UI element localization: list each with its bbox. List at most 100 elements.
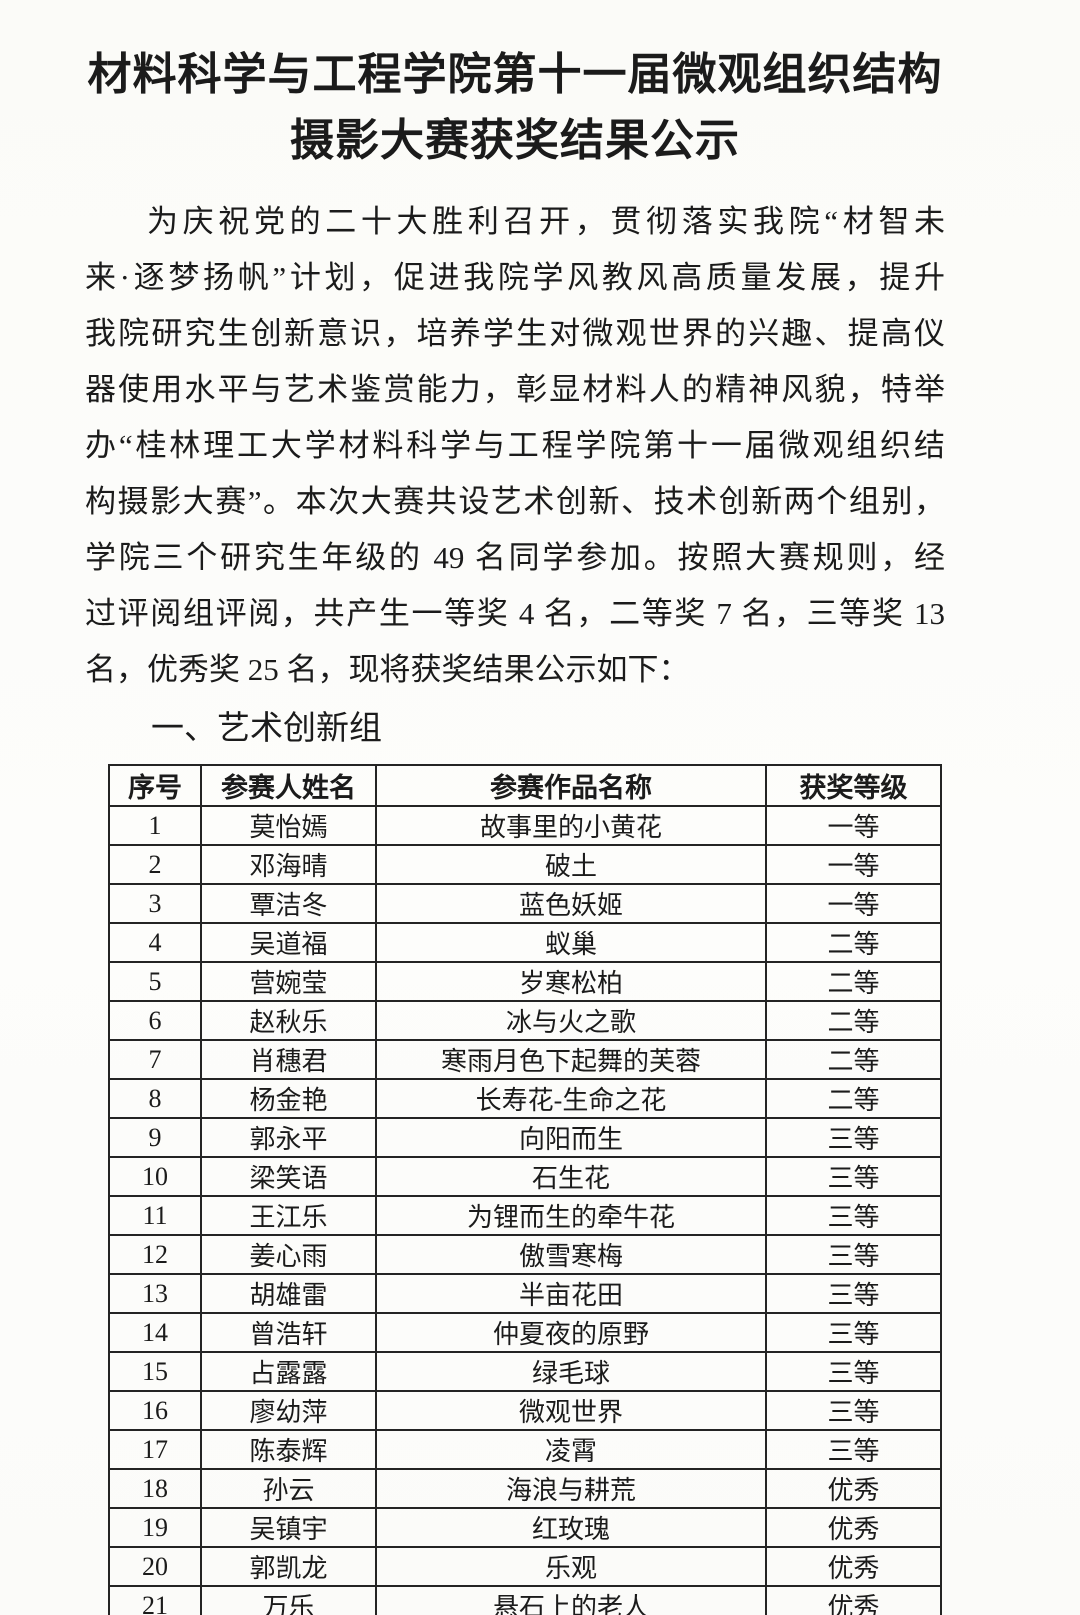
cell-work: 故事里的小黄花 bbox=[375, 805, 767, 846]
cell-work: 微观世界 bbox=[375, 1390, 767, 1431]
cell-grade: 三等 bbox=[765, 1390, 942, 1431]
cell-work: 仲夏夜的原野 bbox=[375, 1312, 767, 1353]
cell-name: 孙云 bbox=[200, 1468, 377, 1509]
cell-grade: 三等 bbox=[765, 1117, 942, 1158]
cell-name: 杨金艳 bbox=[200, 1078, 377, 1119]
cell-work: 向阳而生 bbox=[375, 1117, 767, 1158]
cell-work: 红玫瑰 bbox=[375, 1507, 767, 1548]
cell-grade: 二等 bbox=[765, 1000, 942, 1041]
cell-no: 4 bbox=[108, 922, 202, 963]
paragraph-line: 为庆祝党的二十大胜利召开，贯彻落实我院“材智未 bbox=[147, 204, 945, 239]
cell-no: 21 bbox=[108, 1585, 202, 1615]
cell-grade: 优秀 bbox=[765, 1585, 942, 1615]
cell-name: 姜心雨 bbox=[200, 1234, 377, 1275]
cell-no: 3 bbox=[108, 883, 202, 924]
page-title: 材料科学与工程学院第十一届微观组织结构 摄影大赛获奖结果公示 bbox=[85, 42, 945, 174]
cell-name: 覃洁冬 bbox=[200, 883, 377, 924]
cell-no: 19 bbox=[108, 1507, 202, 1548]
section-heading-art-innovation-group: 一、艺术创新组 bbox=[151, 711, 382, 747]
table-row: 7 肖穗君 寒雨月色下起舞的芙蓉 二等 bbox=[108, 1039, 942, 1080]
cell-no: 9 bbox=[108, 1117, 202, 1158]
cell-no: 14 bbox=[108, 1312, 202, 1353]
cell-grade: 三等 bbox=[765, 1234, 942, 1275]
cell-name: 肖穗君 bbox=[200, 1039, 377, 1080]
cell-grade: 三等 bbox=[765, 1273, 942, 1314]
cell-grade: 一等 bbox=[765, 805, 942, 846]
table-row: 6 赵秋乐 冰与火之歌 二等 bbox=[108, 1000, 942, 1041]
table-row: 10 梁笑语 石生花 三等 bbox=[108, 1156, 942, 1197]
table-row: 11 王江乐 为锂而生的牵牛花 三等 bbox=[108, 1195, 942, 1236]
cell-work: 破土 bbox=[375, 844, 767, 885]
cell-name: 廖幼萍 bbox=[200, 1390, 377, 1431]
cell-grade: 三等 bbox=[765, 1429, 942, 1470]
cell-grade: 二等 bbox=[765, 1078, 942, 1119]
cell-work: 冰与火之歌 bbox=[375, 1000, 767, 1041]
cell-work: 海浪与耕荒 bbox=[375, 1468, 767, 1509]
cell-grade: 二等 bbox=[765, 922, 942, 963]
cell-no: 6 bbox=[108, 1000, 202, 1041]
table-row: 16 廖幼萍 微观世界 三等 bbox=[108, 1390, 942, 1431]
table-row: 13 胡雄雷 半亩花田 三等 bbox=[108, 1273, 942, 1314]
cell-grade: 二等 bbox=[765, 961, 942, 1002]
cell-name: 陈泰辉 bbox=[200, 1429, 377, 1470]
cell-no: 12 bbox=[108, 1234, 202, 1275]
cell-name: 曾浩轩 bbox=[200, 1312, 377, 1353]
cell-work: 傲雪寒梅 bbox=[375, 1234, 767, 1275]
table-row: 2 邓海晴 破土 一等 bbox=[108, 844, 942, 885]
cell-grade: 三等 bbox=[765, 1312, 942, 1353]
awards-table: 序号 参赛人姓名 参赛作品名称 获奖等级 1 莫怡嫣 故事里的小黄花 一等 2 邓海晴 破土 一等 3… bbox=[108, 764, 942, 1615]
cell-name: 王江乐 bbox=[200, 1195, 377, 1236]
cell-name: 占露露 bbox=[200, 1351, 377, 1392]
cell-name: 莫怡嫣 bbox=[200, 805, 377, 846]
table-row: 12 姜心雨 傲雪寒梅 三等 bbox=[108, 1234, 942, 1275]
table-row: 9 郭永平 向阳而生 三等 bbox=[108, 1117, 942, 1158]
table-row: 4 吴道福 蚁巢 二等 bbox=[108, 922, 942, 963]
cell-grade: 一等 bbox=[765, 883, 942, 924]
cell-work: 蓝色妖姬 bbox=[375, 883, 767, 924]
table-row: 20 郭凯龙 乐观 优秀 bbox=[108, 1546, 942, 1587]
cell-no: 7 bbox=[108, 1039, 202, 1080]
cell-no: 2 bbox=[108, 844, 202, 885]
cell-name: 郭凯龙 bbox=[200, 1546, 377, 1587]
cell-no: 10 bbox=[108, 1156, 202, 1197]
cell-no: 13 bbox=[108, 1273, 202, 1314]
cell-work: 蚁巢 bbox=[375, 922, 767, 963]
cell-work: 凌霄 bbox=[375, 1429, 767, 1470]
cell-name: 万乐 bbox=[200, 1585, 377, 1615]
cell-work: 长寿花-生命之花 bbox=[375, 1078, 767, 1119]
cell-no: 20 bbox=[108, 1546, 202, 1587]
paragraph-line: 我院研究生创新意识，培养学生对微观世界的兴趣、提高仪 bbox=[85, 316, 945, 351]
cell-name: 吴镇宇 bbox=[200, 1507, 377, 1548]
cell-no: 16 bbox=[108, 1390, 202, 1431]
cell-work: 乐观 bbox=[375, 1546, 767, 1587]
cell-work: 石生花 bbox=[375, 1156, 767, 1197]
cell-grade: 优秀 bbox=[765, 1507, 942, 1548]
table-row: 21 万乐 悬石上的老人 优秀 bbox=[108, 1585, 942, 1615]
cell-name: 赵秋乐 bbox=[200, 1000, 377, 1041]
cell-work: 为锂而生的牵牛花 bbox=[375, 1195, 767, 1236]
cell-work: 岁寒松柏 bbox=[375, 961, 767, 1002]
cell-no: 1 bbox=[108, 805, 202, 846]
paragraph-line: 过评阅组评阅，共产生一等奖 4 名，二等奖 7 名，三等奖 13 bbox=[85, 596, 945, 631]
cell-no: 18 bbox=[108, 1468, 202, 1509]
cell-no: 17 bbox=[108, 1429, 202, 1470]
column-header: 参赛作品名称 bbox=[375, 764, 767, 807]
paragraph-line: 名，优秀奖 25 名，现将获奖结果公示如下： bbox=[85, 652, 690, 687]
cell-no: 5 bbox=[108, 961, 202, 1002]
table-row: 5 营婉莹 岁寒松柏 二等 bbox=[108, 961, 942, 1002]
table-row: 15 占露露 绿毛球 三等 bbox=[108, 1351, 942, 1392]
cell-name: 梁笑语 bbox=[200, 1156, 377, 1197]
cell-grade: 优秀 bbox=[765, 1468, 942, 1509]
cell-grade: 一等 bbox=[765, 844, 942, 885]
paragraph-line: 构摄影大赛”。本次大赛共设艺术创新、技术创新两个组别， bbox=[85, 484, 945, 519]
cell-grade: 三等 bbox=[765, 1156, 942, 1197]
cell-no: 15 bbox=[108, 1351, 202, 1392]
cell-name: 郭永平 bbox=[200, 1117, 377, 1158]
cell-grade: 三等 bbox=[765, 1351, 942, 1392]
cell-work: 绿毛球 bbox=[375, 1351, 767, 1392]
paragraph-line: 器使用水平与艺术鉴赏能力，彰显材料人的精神风貌，特举 bbox=[85, 372, 945, 407]
column-header: 参赛人姓名 bbox=[200, 764, 377, 807]
cell-name: 吴道福 bbox=[200, 922, 377, 963]
cell-grade: 二等 bbox=[765, 1039, 942, 1080]
